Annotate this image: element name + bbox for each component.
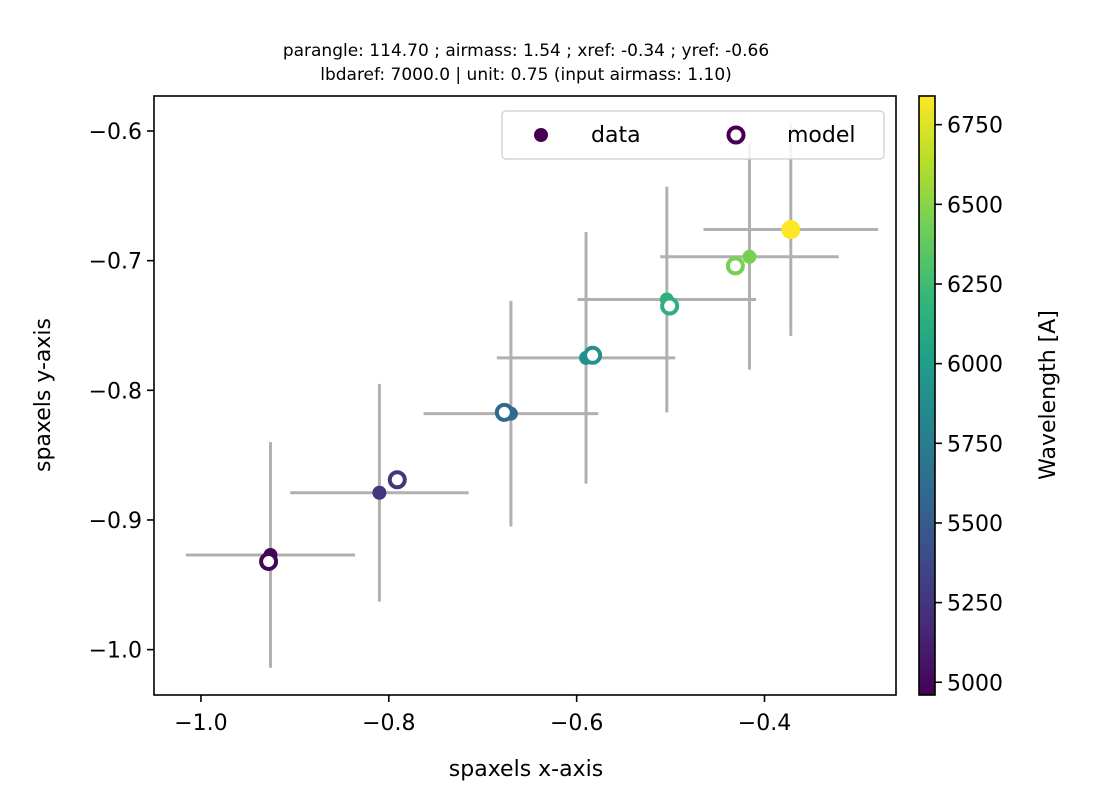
data-point: [781, 220, 801, 240]
colorbar-tick-label: 6500: [947, 193, 1003, 218]
legend-data-marker: [534, 128, 548, 142]
legend-frame: [501, 110, 885, 160]
model-point: [660, 296, 680, 316]
model-point: [259, 551, 279, 571]
x-tick-label: −0.8: [362, 711, 415, 736]
chart-title-line-2: lbdaref: 7000.0 | unit: 0.75 (input airm…: [320, 65, 732, 85]
y-tick-label: −0.9: [89, 509, 142, 534]
error-bars: [185, 123, 879, 668]
model-point: [494, 402, 514, 422]
data-point: [372, 485, 387, 500]
data-points: [263, 220, 801, 562]
colorbar-scale: [918, 95, 936, 696]
colorbar-label: Wavelength [A]: [1036, 310, 1061, 480]
legend-label-data: data: [591, 123, 641, 148]
plot-area: [185, 123, 879, 668]
colorbar-tick-label: 6250: [947, 273, 1003, 298]
y-axis-ticks: −0.6 −0.7 −0.8 −0.9 −1.0: [89, 120, 154, 664]
colorbar-ticks: 5000 5250 5500 5750 6000 6250 6500 6750: [935, 114, 1003, 696]
colorbar-tick-label: 5750: [947, 432, 1003, 457]
model-point: [583, 345, 603, 365]
colorbar-tick-label: 5000: [947, 671, 1003, 696]
colorbar: 5000 5250 5500 5750 6000 6250 6500 6750 Wavelen…: [918, 95, 1061, 696]
model-points: [259, 256, 745, 571]
y-tick-label: −0.7: [89, 250, 142, 275]
y-tick-label: −1.0: [89, 639, 142, 664]
colorbar-tick-label: 5500: [947, 512, 1003, 537]
colorbar-tick-label: 6750: [947, 114, 1003, 139]
legend-label-model: model: [787, 123, 856, 148]
axes-frame: [153, 95, 897, 696]
colorbar-tick-label: 5250: [947, 592, 1003, 617]
colorbar-tick-label: 6000: [947, 353, 1003, 378]
model-point: [387, 470, 407, 490]
y-tick-label: −0.6: [89, 120, 142, 145]
x-axis-ticks: −1.0 −0.8 −0.6 −0.4: [174, 695, 791, 736]
x-tick-label: −0.4: [738, 711, 791, 736]
data-point: [742, 249, 757, 264]
legend-model-marker: [726, 125, 746, 145]
legend: data model: [501, 110, 885, 160]
model-point: [725, 256, 745, 276]
chart-title-line-1: parangle: 114.70 ; airmass: 1.54 ; xref:…: [283, 41, 769, 61]
y-axis-label: spaxels y-axis: [31, 318, 56, 472]
x-axis-label: spaxels x-axis: [449, 757, 603, 782]
x-tick-label: −1.0: [174, 711, 227, 736]
x-tick-label: −0.6: [550, 711, 603, 736]
y-tick-label: −0.8: [89, 379, 142, 404]
